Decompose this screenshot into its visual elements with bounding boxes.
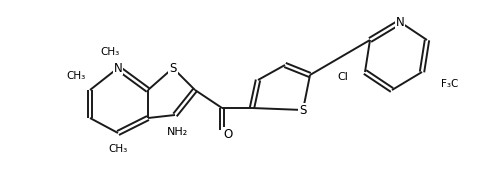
Text: CH₃: CH₃ — [66, 71, 86, 81]
Text: N: N — [395, 15, 404, 28]
Text: CH₃: CH₃ — [100, 47, 120, 57]
Text: S: S — [169, 62, 177, 75]
Text: O: O — [224, 127, 233, 140]
Text: N: N — [113, 62, 122, 75]
Text: NH₂: NH₂ — [167, 127, 187, 137]
Text: S: S — [300, 103, 307, 116]
Text: F₃C: F₃C — [441, 79, 459, 89]
Text: CH₃: CH₃ — [109, 144, 128, 154]
Text: Cl: Cl — [337, 72, 348, 82]
